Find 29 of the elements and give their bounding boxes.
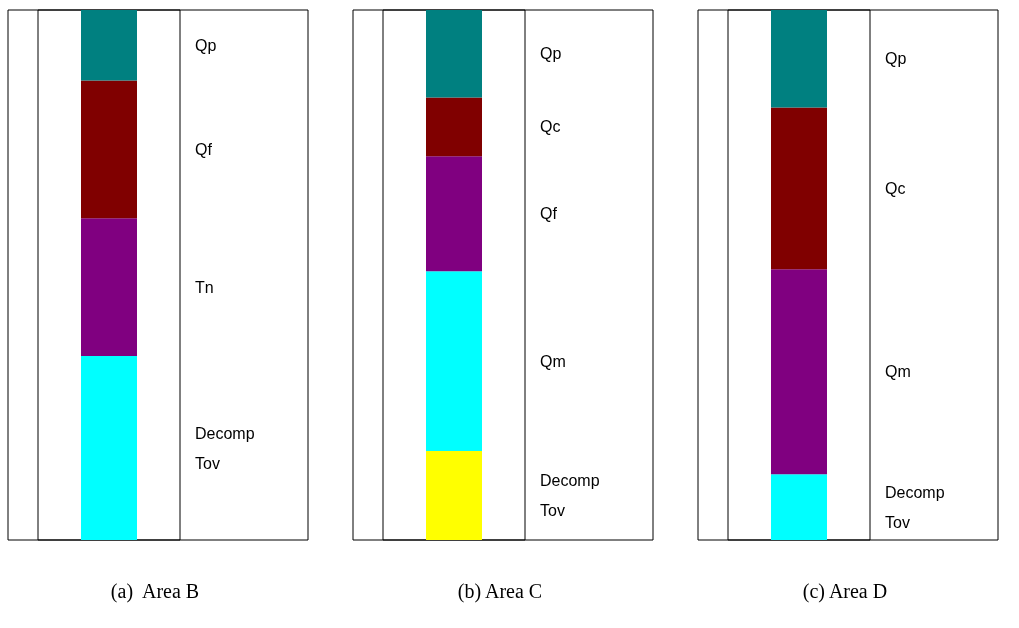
text: Qc (885, 179, 906, 197)
text: Decomp Tov (885, 483, 950, 531)
bar (426, 97, 482, 157)
text: Qm (540, 352, 566, 370)
bar (771, 474, 827, 540)
bar (426, 156, 482, 272)
text: Qf (540, 205, 558, 223)
bar (81, 10, 137, 81)
bar (81, 80, 137, 219)
text: Qf (195, 140, 213, 158)
bar (771, 10, 827, 108)
text: Qp (540, 45, 562, 63)
text: Qp (885, 50, 907, 68)
bar (426, 271, 482, 451)
text: (b) Area C (457, 580, 543, 603)
bar (81, 218, 137, 357)
bar (771, 269, 827, 475)
text: (a) Area B (110, 580, 200, 603)
text: Decomp Tov (195, 424, 260, 472)
bar (771, 107, 827, 270)
text: Tn (195, 278, 214, 296)
text: (c) Area D (802, 580, 888, 603)
text: Qc (540, 118, 561, 136)
text: Qm (885, 363, 911, 381)
text: Qp (195, 36, 217, 54)
bar (426, 10, 482, 98)
bar (81, 356, 137, 540)
text: Decomp Tov (540, 471, 605, 519)
bar (426, 450, 482, 540)
